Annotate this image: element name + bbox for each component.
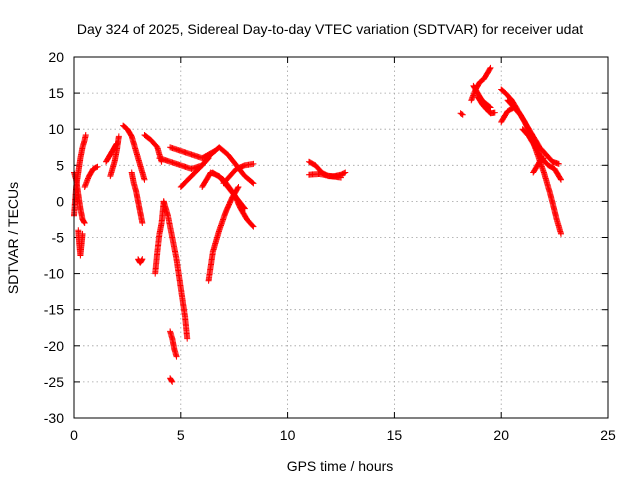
data-point-markers xyxy=(107,133,122,180)
series-arc-03 xyxy=(75,227,86,259)
data-point-markers xyxy=(530,155,547,176)
data-point-markers xyxy=(474,93,498,117)
x-axis-label: GPS time / hours xyxy=(287,458,394,474)
x-tick-label: 20 xyxy=(493,427,509,443)
series-arc-04 xyxy=(81,163,101,190)
x-tick-label: 5 xyxy=(177,427,185,443)
y-tick-label: 10 xyxy=(48,121,64,137)
y-tick-label: -25 xyxy=(44,374,64,390)
data-point-markers xyxy=(220,160,257,187)
data-point-markers xyxy=(75,227,86,259)
y-tick-label: 15 xyxy=(48,85,64,101)
y-tick-label: 20 xyxy=(48,49,64,65)
data-point-markers xyxy=(167,328,180,360)
x-tick-label: 10 xyxy=(280,427,296,443)
y-axis-label: SDTVAR / TECUs xyxy=(5,182,21,294)
data-point-markers xyxy=(167,375,176,385)
x-tick-label: 15 xyxy=(387,427,403,443)
data-point-markers xyxy=(160,198,191,342)
series-arc-20 xyxy=(205,183,242,284)
data-point-markers xyxy=(205,183,242,284)
data-point-markers xyxy=(457,110,466,118)
data-point-markers xyxy=(81,163,101,190)
series-arc-12 xyxy=(160,198,191,342)
series-arc-31 xyxy=(498,104,518,125)
series-arc-09 xyxy=(135,256,146,266)
grid-lines xyxy=(74,57,608,418)
x-tick-label: 25 xyxy=(600,427,616,443)
axis-tick-labels: 0 5 10 15 20 25 -30 -25 -20 -15 -10 -5 0 5 10 15 20 xyxy=(44,49,616,443)
chart-title: Day 324 of 2025, Sidereal Day-to-day VTE… xyxy=(77,21,583,37)
plot-frame xyxy=(73,56,609,419)
y-tick-label: -10 xyxy=(44,266,64,282)
x-tick-label: 0 xyxy=(70,427,78,443)
data-points xyxy=(71,64,565,385)
y-tick-label: 0 xyxy=(56,193,64,209)
y-tick-label: 5 xyxy=(56,157,64,173)
data-point-markers xyxy=(306,171,344,181)
series-arc-32 xyxy=(530,155,547,176)
data-point-markers xyxy=(135,256,146,266)
series-arc-13 xyxy=(167,328,180,360)
series-arc-23 xyxy=(306,171,344,181)
y-tick-label: -5 xyxy=(52,230,65,246)
y-tick-label: -20 xyxy=(44,338,64,354)
series-arc-24 xyxy=(457,110,466,118)
data-point-markers xyxy=(498,104,518,125)
series-arc-08 xyxy=(128,169,146,227)
series-arc-21 xyxy=(220,160,257,187)
series-arc-07 xyxy=(120,122,148,183)
data-point-markers xyxy=(519,126,565,183)
series-arc-14 xyxy=(167,375,176,385)
series-arc-30 xyxy=(519,126,565,183)
data-point-markers xyxy=(120,122,148,183)
y-tick-label: -30 xyxy=(44,410,64,426)
series-arc-27 xyxy=(474,93,498,117)
series-arc-06 xyxy=(107,133,122,180)
y-tick-label: -15 xyxy=(44,302,64,318)
data-point-markers xyxy=(128,169,146,227)
